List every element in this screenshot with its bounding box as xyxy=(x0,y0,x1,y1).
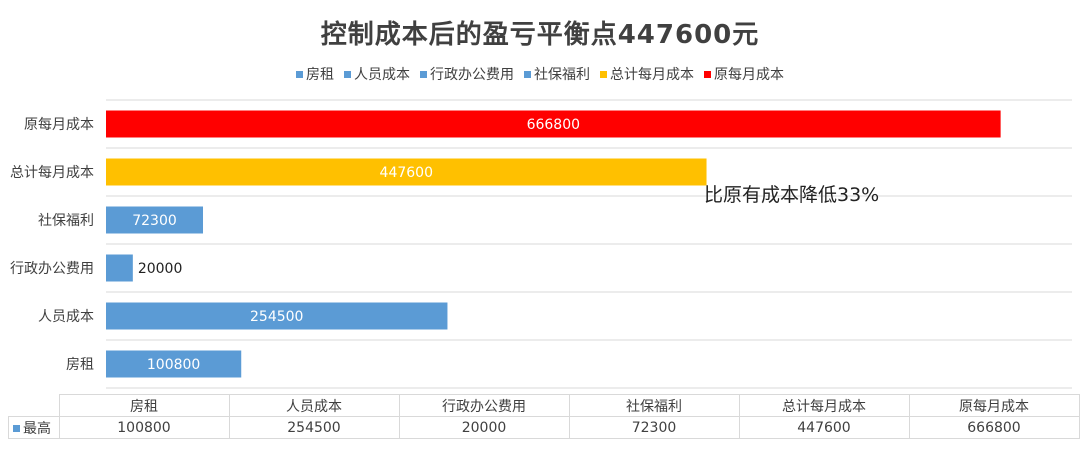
legend-item: 行政办公费用 xyxy=(420,64,514,84)
data-table-column-header: 社保福利 xyxy=(568,394,740,417)
legend-swatch-icon xyxy=(524,70,531,78)
legend-swatch-icon xyxy=(344,70,351,78)
data-label: 666800 xyxy=(527,117,580,133)
data-label: 100800 xyxy=(147,357,200,373)
y-tick-label: 总计每月成本 xyxy=(10,165,94,181)
data-table-cell: 20000 xyxy=(398,416,570,439)
legend-item: 原每月成本 xyxy=(704,64,784,84)
bar xyxy=(106,302,448,330)
bar xyxy=(106,110,1001,138)
legend-swatch-icon xyxy=(704,70,711,78)
y-tick-label: 原每月成本 xyxy=(24,117,94,133)
data-table-row-header: 最高 xyxy=(8,416,60,439)
data-label: 72300 xyxy=(132,213,177,229)
legend-label: 房租 xyxy=(306,67,334,83)
legend-label: 人员成本 xyxy=(354,67,410,83)
bar xyxy=(106,158,707,186)
data-table-column-header: 行政办公费用 xyxy=(398,394,570,417)
legend-swatch-icon xyxy=(296,70,303,78)
data-table-row: 最高 100800 254500 20000 72300 447600 666800 xyxy=(8,416,1080,439)
legend-label: 总计每月成本 xyxy=(610,67,694,83)
series-swatch-icon xyxy=(13,425,20,432)
data-table-column-header: 人员成本 xyxy=(228,394,400,417)
chart-legend: 房租 人员成本 行政办公费用 社保福利 总计每月成本 原每月成本 xyxy=(0,64,1080,84)
y-tick-label: 人员成本 xyxy=(38,309,94,325)
legend-swatch-icon xyxy=(420,70,427,78)
y-tick-label: 房租 xyxy=(66,357,94,373)
chart-annotation: 比原有成本降低33% xyxy=(704,184,880,206)
data-label: 20000 xyxy=(138,261,183,277)
data-table-cell: 100800 xyxy=(58,416,230,439)
y-tick-label: 行政办公费用 xyxy=(10,261,94,277)
data-table-column-header: 总计每月成本 xyxy=(738,394,910,417)
data-table-corner xyxy=(8,394,60,417)
data-table-cell: 254500 xyxy=(228,416,400,439)
data-table-cell: 72300 xyxy=(568,416,740,439)
data-table-column-header: 房租 xyxy=(58,394,230,417)
y-tick-label: 社保福利 xyxy=(38,213,94,229)
data-table: 房租 人员成本 行政办公费用 社保福利 总计每月成本 原每月成本 最高 100800 254… xyxy=(8,394,1080,439)
bar xyxy=(106,254,133,282)
data-table-column-header: 原每月成本 xyxy=(908,394,1080,417)
data-label: 447600 xyxy=(380,165,433,181)
legend-label: 社保福利 xyxy=(534,67,590,83)
legend-label: 行政办公费用 xyxy=(430,67,514,83)
legend-item: 总计每月成本 xyxy=(600,64,694,84)
data-table-cell: 447600 xyxy=(738,416,910,439)
data-table-header-row: 房租 人员成本 行政办公费用 社保福利 总计每月成本 原每月成本 xyxy=(8,394,1080,417)
legend-item: 人员成本 xyxy=(344,64,410,84)
chart-title: 控制成本后的盈亏平衡点447600元 xyxy=(320,20,760,50)
bar xyxy=(106,206,204,234)
legend-swatch-icon xyxy=(600,70,607,78)
data-label: 254500 xyxy=(250,309,303,325)
legend-label: 原每月成本 xyxy=(714,67,784,83)
data-table-cell: 666800 xyxy=(908,416,1080,439)
bar xyxy=(106,350,242,378)
legend-item: 房租 xyxy=(296,64,334,84)
legend-item: 社保福利 xyxy=(524,64,590,84)
data-table-series-name: 最高 xyxy=(23,420,51,437)
